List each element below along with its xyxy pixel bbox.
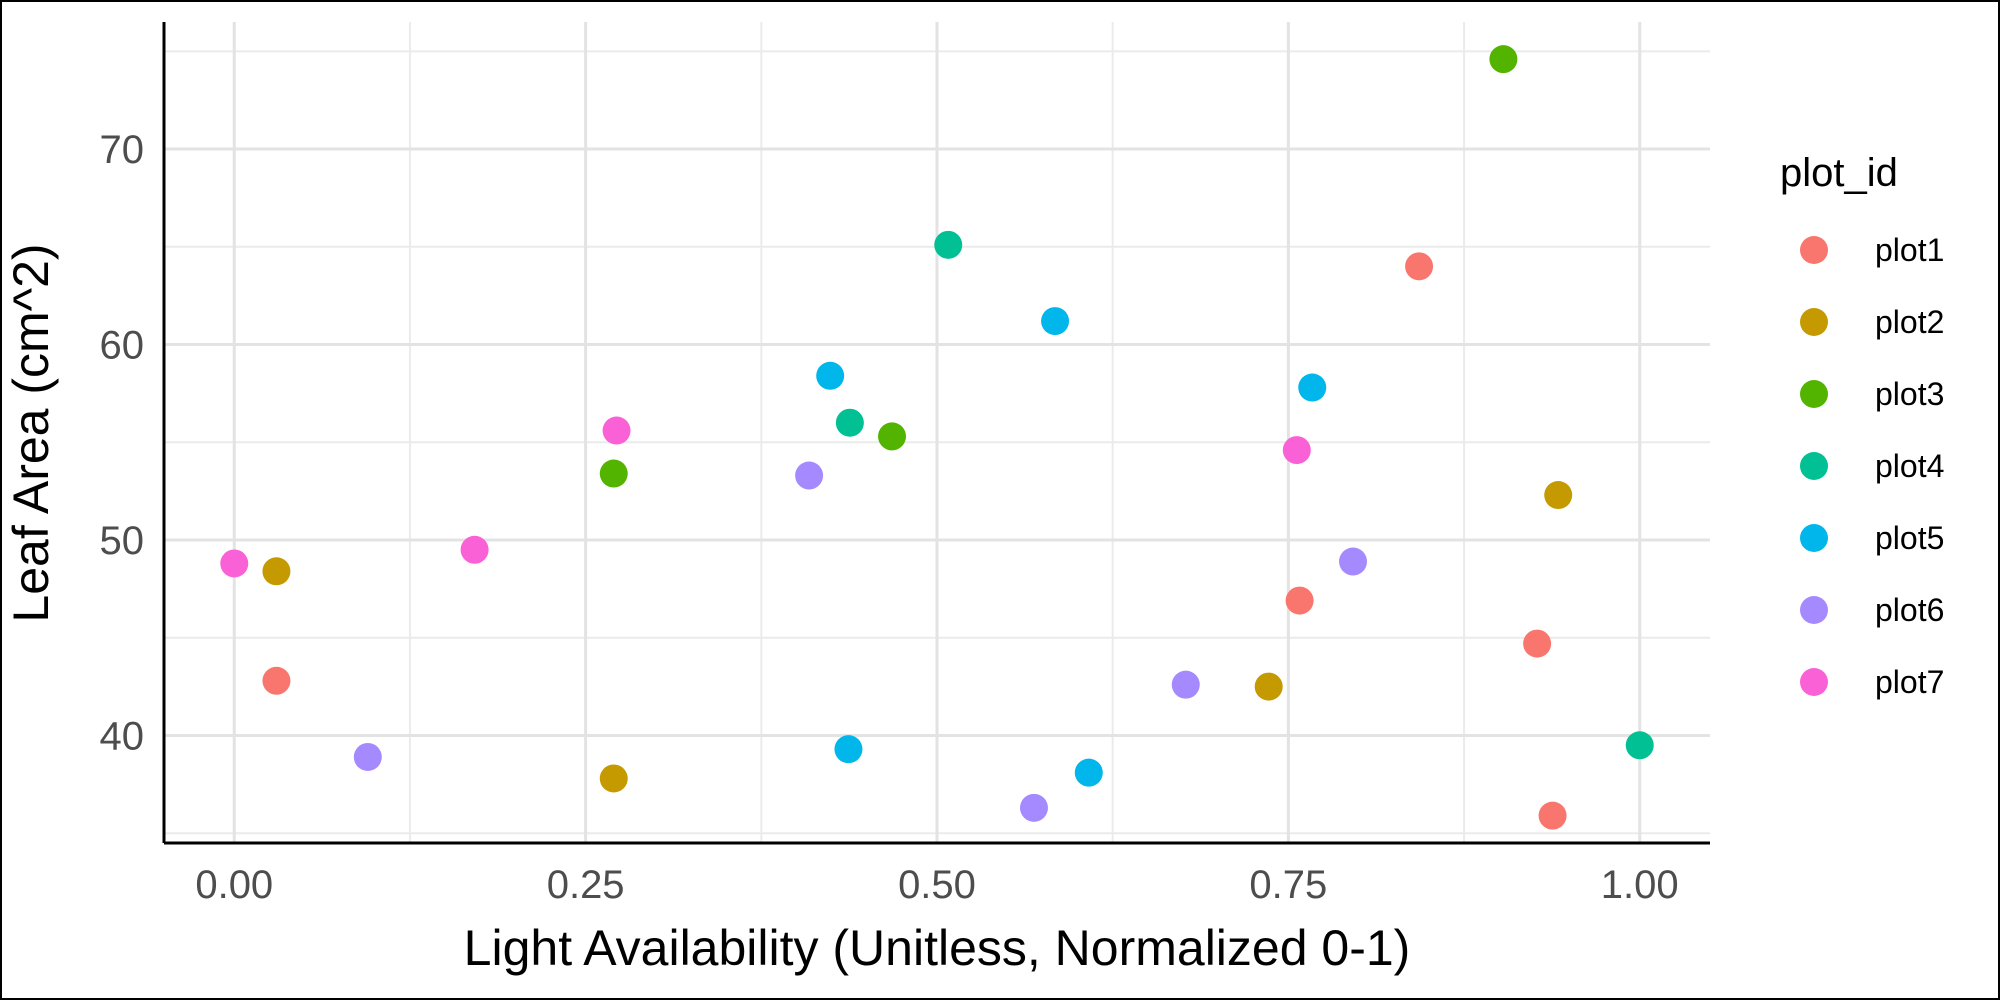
point-plot5 bbox=[834, 735, 863, 764]
point-plot6 bbox=[795, 461, 824, 490]
legend-label-plot6: plot6 bbox=[1875, 592, 1944, 628]
major-gridlines bbox=[164, 22, 1710, 843]
legend-title: plot_id bbox=[1780, 151, 1898, 195]
x-tick-label: 1.00 bbox=[1601, 863, 1679, 907]
point-plot1 bbox=[1285, 586, 1314, 615]
x-tick-labels: 0.00 0.25 0.50 0.75 1.00 bbox=[195, 863, 1678, 907]
point-plot4 bbox=[835, 408, 864, 437]
y-tick-label: 60 bbox=[100, 324, 145, 368]
x-tick-label: 0.50 bbox=[898, 863, 976, 907]
point-plot7 bbox=[1282, 436, 1311, 465]
point-plot7 bbox=[220, 549, 249, 578]
legend-label-plot5: plot5 bbox=[1875, 520, 1944, 556]
legend-label-plot1: plot1 bbox=[1875, 232, 1944, 268]
x-tick-label: 0.25 bbox=[547, 863, 625, 907]
legend-key-plot7 bbox=[1800, 668, 1828, 696]
point-plot4 bbox=[934, 230, 963, 259]
point-plot4 bbox=[1625, 731, 1654, 760]
legend-key-plot5 bbox=[1800, 524, 1828, 552]
legend-key-plot1 bbox=[1800, 236, 1828, 264]
point-plot5 bbox=[1041, 307, 1070, 336]
y-tick-label: 50 bbox=[100, 519, 145, 563]
point-plot5 bbox=[1074, 758, 1103, 787]
legend-label-plot7: plot7 bbox=[1875, 664, 1944, 700]
point-plot1 bbox=[1523, 629, 1552, 658]
point-plot5 bbox=[1298, 373, 1327, 402]
y-tick-labels: 40 50 60 70 bbox=[100, 128, 145, 758]
point-plot1 bbox=[1405, 252, 1434, 281]
point-plot3 bbox=[878, 422, 907, 451]
legend: plot_id plot1plot2plot3plot4plot5plot6pl… bbox=[1780, 151, 1944, 700]
point-plot2 bbox=[1254, 672, 1283, 701]
point-plot3 bbox=[599, 459, 628, 488]
point-plot6 bbox=[1171, 670, 1200, 699]
legend-label-plot2: plot2 bbox=[1875, 304, 1944, 340]
point-plot7 bbox=[460, 535, 489, 564]
point-plot2 bbox=[599, 764, 628, 793]
legend-label-plot3: plot3 bbox=[1875, 376, 1944, 412]
legend-label-plot4: plot4 bbox=[1875, 448, 1944, 484]
x-tick-label: 0.00 bbox=[195, 863, 273, 907]
point-plot2 bbox=[262, 557, 291, 586]
x-axis-title: Light Availability (Unitless, Normalized… bbox=[464, 920, 1411, 976]
point-plot6 bbox=[1339, 547, 1368, 576]
legend-key-plot6 bbox=[1800, 596, 1828, 624]
y-tick-label: 70 bbox=[100, 128, 145, 172]
legend-key-plot4 bbox=[1800, 452, 1828, 480]
point-plot3 bbox=[1489, 45, 1518, 74]
point-plot7 bbox=[602, 416, 631, 445]
y-axis-title: Leaf Area (cm^2) bbox=[3, 243, 59, 622]
point-plot6 bbox=[353, 742, 382, 771]
legend-key-plot2 bbox=[1800, 308, 1828, 336]
legend-items: plot1 plot2 plot3 plot4 plot5 plot6 plot7 bbox=[1800, 232, 1944, 700]
point-plot5 bbox=[816, 361, 845, 390]
point-plot6 bbox=[1019, 793, 1048, 822]
legend-key-plot3 bbox=[1800, 380, 1828, 408]
x-tick-label: 0.75 bbox=[1249, 863, 1327, 907]
point-plot1 bbox=[262, 666, 291, 695]
y-tick-label: 40 bbox=[100, 714, 145, 758]
point-plot2 bbox=[1544, 481, 1573, 510]
data-points bbox=[220, 45, 1654, 830]
point-plot1 bbox=[1538, 801, 1567, 830]
